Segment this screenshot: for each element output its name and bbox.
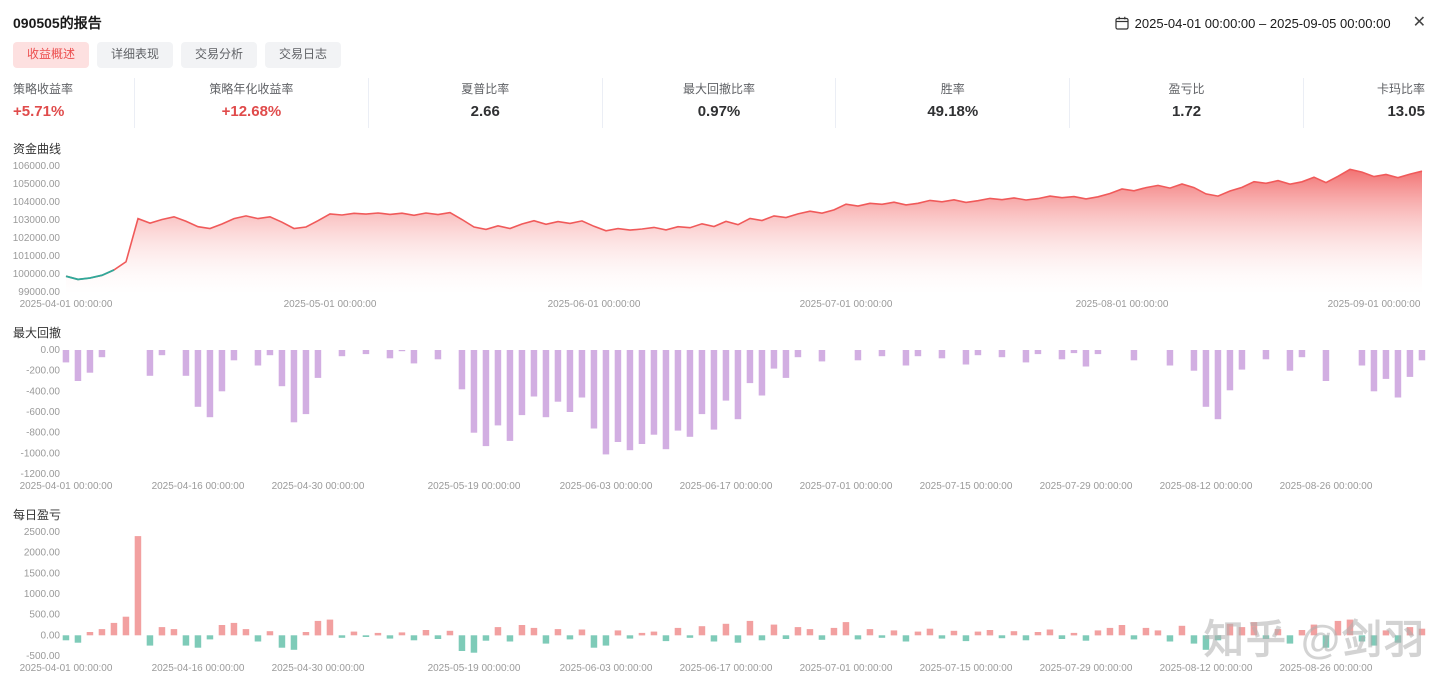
equity-chart-title: 资金曲线 xyxy=(13,142,62,156)
svg-text:-200.00: -200.00 xyxy=(26,366,60,377)
stat-label: 卡玛比率 xyxy=(1376,82,1425,96)
stat-label: 策略收益率 xyxy=(13,82,74,96)
svg-text:-800.00: -800.00 xyxy=(26,428,60,439)
svg-text:2025-06-01 00:00:00: 2025-06-01 00:00:00 xyxy=(548,299,641,310)
svg-text:102000.00: 102000.00 xyxy=(13,233,61,244)
svg-text:2025-04-01 00:00:00: 2025-04-01 00:00:00 xyxy=(20,299,113,310)
svg-text:-1200.00: -1200.00 xyxy=(21,469,61,480)
svg-text:2025-04-30 00:00:00: 2025-04-30 00:00:00 xyxy=(272,481,365,492)
svg-text:2025-07-01 00:00:00: 2025-07-01 00:00:00 xyxy=(800,299,893,310)
svg-text:2025-05-01 00:00:00: 2025-05-01 00:00:00 xyxy=(284,299,377,310)
drawdown-section: 最大回撤 0.00 -200.00 -400.00 -600.00 -800.00 -10… xyxy=(0,312,1440,494)
svg-text:2025-07-15 00:00:00: 2025-07-15 00:00:00 xyxy=(920,481,1013,492)
svg-text:2025-06-03 00:00:00: 2025-06-03 00:00:00 xyxy=(560,663,653,674)
svg-text:105000.00: 105000.00 xyxy=(13,179,61,190)
stat-1: 策略年化收益率 +12.68% xyxy=(134,78,368,128)
svg-text:2500.00: 2500.00 xyxy=(24,527,61,538)
daily-pnl-section: 每日盈亏 2500.00 2000.00 1500.00 1000.00 500.00 0… xyxy=(0,494,1440,676)
svg-text:99000.00: 99000.00 xyxy=(18,287,60,298)
tab-0[interactable]: 收益概述 xyxy=(13,42,90,68)
max-drawdown-chart: 0.00 -200.00 -400.00 -600.00 -800.00 -1000.00… xyxy=(20,345,1426,492)
svg-text:2025-08-01 00:00:00: 2025-08-01 00:00:00 xyxy=(1076,299,1169,310)
svg-text:2025-05-19 00:00:00: 2025-05-19 00:00:00 xyxy=(428,663,521,674)
svg-text:2025-07-15 00:00:00: 2025-07-15 00:00:00 xyxy=(920,663,1013,674)
stat-value: 49.18% xyxy=(927,103,979,120)
svg-text:2025-04-01 00:00:00: 2025-04-01 00:00:00 xyxy=(20,481,113,492)
drawdown-chart-title: 最大回撤 xyxy=(13,326,62,340)
svg-text:100000.00: 100000.00 xyxy=(13,269,61,280)
svg-text:2025-07-29 00:00:00: 2025-07-29 00:00:00 xyxy=(1040,663,1133,674)
svg-text:2025-08-12 00:00:00: 2025-08-12 00:00:00 xyxy=(1160,663,1253,674)
stat-label: 夏普比率 xyxy=(461,82,510,96)
tab-2[interactable]: 交易分析 xyxy=(181,42,258,68)
svg-text:2025-09-01 00:00:00: 2025-09-01 00:00:00 xyxy=(1328,299,1421,310)
header-right: 2025-04-01 00:00:00 – 2025-09-05 00:00:0… xyxy=(1115,15,1426,31)
date-range-separator: – xyxy=(1259,15,1267,31)
page-title: 090505的报告 xyxy=(13,15,102,31)
svg-text:2025-04-16 00:00:00: 2025-04-16 00:00:00 xyxy=(152,663,245,674)
stat-label: 最大回撤比率 xyxy=(682,82,755,96)
stat-label: 盈亏比 xyxy=(1168,82,1205,96)
svg-text:106000.00: 106000.00 xyxy=(13,161,61,172)
stat-label: 胜率 xyxy=(940,82,965,96)
date-range[interactable]: 2025-04-01 00:00:00 – 2025-09-05 00:00:0… xyxy=(1135,16,1391,31)
stats-row: 策略收益率 +5.71% 策略年化收益率 +12.68% 夏普比率 2.66 最大回撤比率 0… xyxy=(0,78,1440,128)
tab-bar: 收益概述 详细表现 交易分析 交易日志 xyxy=(0,34,1440,68)
svg-text:0.00: 0.00 xyxy=(41,630,61,641)
date-range-end: 2025-09-05 00:00:00 xyxy=(1269,15,1391,31)
stat-label: 策略年化收益率 xyxy=(209,82,294,96)
daily-pnl-chart: 2500.00 2000.00 1500.00 1000.00 500.00 0.00 -5… xyxy=(20,527,1426,674)
equity-section: 资金曲线 106000.00 105000.00 104000.00 103000.0… xyxy=(0,128,1440,312)
svg-text:2025-05-19 00:00:00: 2025-05-19 00:00:00 xyxy=(428,481,521,492)
svg-text:-400.00: -400.00 xyxy=(26,386,60,397)
svg-text:2025-08-26 00:00:00: 2025-08-26 00:00:00 xyxy=(1280,481,1373,492)
daily-pnl-chart-title: 每日盈亏 xyxy=(13,508,62,522)
svg-text:2025-08-26 00:00:00: 2025-08-26 00:00:00 xyxy=(1280,663,1373,674)
svg-text:2025-06-03 00:00:00: 2025-06-03 00:00:00 xyxy=(560,481,653,492)
svg-text:104000.00: 104000.00 xyxy=(13,197,61,208)
stat-value: 2.66 xyxy=(470,103,500,120)
svg-text:2025-07-01 00:00:00: 2025-07-01 00:00:00 xyxy=(800,663,893,674)
svg-text:500.00: 500.00 xyxy=(29,610,60,621)
svg-text:2025-06-17 00:00:00: 2025-06-17 00:00:00 xyxy=(680,663,773,674)
date-range-start: 2025-04-01 00:00:00 xyxy=(1134,15,1256,31)
tab-1[interactable]: 详细表现 xyxy=(97,42,174,68)
stat-value: +5.71% xyxy=(13,103,65,120)
svg-text:2025-04-01 00:00:00: 2025-04-01 00:00:00 xyxy=(20,663,113,674)
stat-4: 胜率 49.18% xyxy=(835,78,1069,128)
stat-2: 夏普比率 2.66 xyxy=(367,78,602,128)
stat-5: 盈亏比 1.72 xyxy=(1069,78,1303,128)
report-header: 090505的报告 2025-04-01 00:00:00 – 2025-09-… xyxy=(0,0,1440,34)
svg-text:1000.00: 1000.00 xyxy=(24,589,61,600)
svg-text:2025-06-17 00:00:00: 2025-06-17 00:00:00 xyxy=(680,481,773,492)
svg-text:0.00: 0.00 xyxy=(41,345,61,356)
stat-6: 卡玛比率 13.05 xyxy=(1302,78,1425,128)
stat-value: 13.05 xyxy=(1387,103,1425,120)
equity-curve-chart: 106000.00 105000.00 104000.00 103000.00 1020… xyxy=(13,161,1423,310)
stat-3: 最大回撤比率 0.97% xyxy=(601,78,836,128)
svg-text:103000.00: 103000.00 xyxy=(13,215,61,226)
stat-value: 0.97% xyxy=(697,103,741,120)
svg-text:101000.00: 101000.00 xyxy=(13,251,61,262)
svg-text:2025-08-12 00:00:00: 2025-08-12 00:00:00 xyxy=(1160,481,1253,492)
svg-text:2025-07-29 00:00:00: 2025-07-29 00:00:00 xyxy=(1040,481,1133,492)
svg-text:2025-07-01 00:00:00: 2025-07-01 00:00:00 xyxy=(800,481,893,492)
svg-text:2025-04-16 00:00:00: 2025-04-16 00:00:00 xyxy=(152,481,245,492)
svg-text:1500.00: 1500.00 xyxy=(24,568,61,579)
stat-0: 策略收益率 +5.71% xyxy=(13,78,134,128)
svg-text:2000.00: 2000.00 xyxy=(24,548,61,559)
svg-text:-600.00: -600.00 xyxy=(26,407,60,418)
stat-value: 1.72 xyxy=(1171,103,1202,120)
stat-value: +12.68% xyxy=(221,103,282,120)
svg-text:2025-04-30 00:00:00: 2025-04-30 00:00:00 xyxy=(272,663,365,674)
svg-text:-500.00: -500.00 xyxy=(26,651,60,662)
calendar-icon xyxy=(1115,16,1129,30)
close-icon[interactable]: ✕ xyxy=(1412,14,1426,31)
svg-text:-1000.00: -1000.00 xyxy=(21,448,61,459)
tab-3[interactable]: 交易日志 xyxy=(265,42,342,68)
